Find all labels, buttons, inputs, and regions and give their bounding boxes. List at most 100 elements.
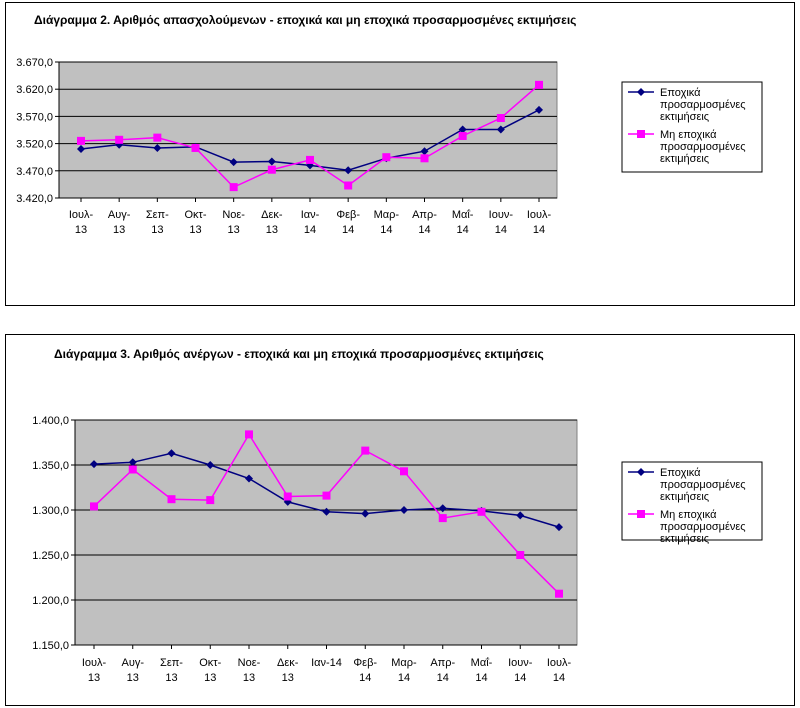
x-tick-label: Μαΐ- (452, 209, 474, 221)
x-tick-label: 14 (533, 224, 545, 236)
y-tick-label: 3.670,0 (16, 57, 53, 69)
data-point-square (90, 502, 98, 511)
x-tick-label: 13 (165, 672, 177, 684)
x-tick-label: 14 (418, 224, 430, 236)
legend-swatch-square (637, 130, 645, 138)
x-tick-label: Ιουλ- (547, 657, 572, 669)
x-tick-label: 14 (398, 672, 410, 684)
chart-2: 1.150,0 1.200,0 1.250,0 1.300,0 1.350,0 1.400… (32, 415, 763, 684)
data-point-square (361, 446, 370, 455)
data-point-square (458, 131, 467, 140)
data-point-diamond (229, 158, 238, 167)
data-point-diamond (420, 147, 429, 156)
x-tick-label: Ιαν- (301, 209, 320, 221)
data-point-square (167, 495, 176, 504)
x-tick-label: Μαΐ- (471, 657, 493, 669)
x-tick-label: Ιουν- (508, 657, 533, 669)
data-point-diamond (361, 509, 370, 518)
data-point-square (77, 136, 85, 145)
data-point-square (229, 183, 238, 192)
chart-title: Διάγραμμα 3. Αριθμός ανέργων - εποχικά κ… (54, 347, 544, 361)
x-tick-label: Ιουλ- (69, 209, 94, 221)
data-point-square (477, 507, 486, 516)
data-point-square (267, 165, 276, 174)
legend-label: προσαρμοσμένες (660, 99, 746, 111)
legend-box (621, 81, 763, 173)
x-tick-label: Οκτ- (199, 657, 221, 669)
y-tick-label: 3.520,0 (16, 139, 53, 151)
chart-title: Διάγραμμα 2. Αριθμός απασχολούμενων - επ… (34, 13, 577, 27)
x-tick-label: 14 (495, 224, 507, 236)
x-tick-label: 13 (113, 224, 125, 236)
data-point-square (344, 181, 353, 190)
x-tick-label: Οκτ- (184, 209, 206, 221)
data-point-diamond (128, 458, 137, 467)
data-point-diamond (206, 461, 215, 469)
x-tick-label: Φεβ- (353, 657, 377, 669)
data-point-diamond (516, 511, 525, 520)
chart-1: 3.420,0 3.470,0 3.520,0 3.570,0 3.620,0 3.670… (16, 57, 763, 236)
legend-label: Εποχικά (660, 467, 701, 479)
x-tick-label: Δεκ- (261, 209, 283, 221)
data-point-diamond (400, 506, 408, 514)
x-tick-label: 13 (189, 224, 201, 236)
x-tick-label: 13 (282, 672, 294, 684)
x-tick-label: Σεπ- (160, 657, 183, 669)
legend-box (621, 461, 763, 541)
x-tick-label: 13 (266, 224, 278, 236)
x-tick-label: Σεπ- (146, 209, 169, 221)
legend-label: Εποχικά (660, 87, 701, 99)
data-point-diamond (245, 474, 253, 483)
data-point-square (128, 465, 137, 474)
plot-area (74, 419, 578, 646)
legend-label: προσαρμοσμένες (660, 479, 746, 491)
data-point-square (382, 153, 391, 162)
data-point-square (191, 143, 200, 152)
data-point-diamond (344, 166, 353, 175)
x-tick-label: 14 (553, 672, 565, 684)
x-tick-label: Νοε- (222, 209, 245, 221)
x-tick-label: Απρ- (412, 209, 437, 221)
y-tick-label: 1.200,0 (32, 595, 69, 607)
x-tick-label: 13 (127, 672, 139, 684)
data-point-square (438, 514, 447, 523)
x-tick-label: Μαρ- (391, 657, 417, 669)
y-tick-label: 1.300,0 (32, 505, 69, 517)
y-tick-label: 3.620,0 (16, 84, 53, 96)
data-point-square (400, 467, 408, 476)
data-point-square (206, 496, 215, 505)
data-point-square (306, 155, 314, 164)
x-tick-label: Φεβ- (336, 209, 360, 221)
legend-label: Μη εποχικά (660, 509, 717, 521)
data-point-diamond (77, 145, 85, 154)
data-point-square (496, 114, 505, 123)
data-point-square (283, 492, 292, 501)
x-tick-label: 13 (204, 672, 216, 684)
x-tick-label: Αυγ- (108, 209, 131, 221)
data-point-square (516, 551, 525, 559)
data-point-diamond (535, 105, 543, 114)
x-tick-label: Ιουν- (489, 209, 514, 221)
data-point-diamond (167, 449, 176, 458)
x-tick-label: Αυγ- (121, 657, 144, 669)
data-point-square (245, 430, 253, 439)
data-point-square (535, 80, 543, 89)
data-point-diamond (153, 143, 162, 152)
legend-swatch-diamond (637, 468, 645, 476)
data-point-diamond (438, 504, 447, 513)
x-tick-label: 13 (228, 224, 240, 236)
x-tick-label: 13 (88, 672, 100, 684)
legend-label: εκτιμήσεις (660, 491, 709, 503)
x-tick-label: Νοε- (238, 657, 261, 669)
data-point-square (115, 135, 124, 144)
x-tick-label: 14 (457, 224, 469, 236)
legend-label: προσαρμοσμένες (660, 141, 746, 153)
y-tick-label: 3.470,0 (16, 166, 53, 178)
y-tick-label: 1.250,0 (32, 550, 69, 562)
data-point-square (555, 589, 563, 598)
x-tick-label: Ιουλ- (527, 209, 552, 221)
x-tick-label: Απρ- (430, 657, 455, 669)
legend-label: Μη εποχικά (660, 129, 717, 141)
legend-label: εκτιμήσεις (660, 111, 709, 123)
